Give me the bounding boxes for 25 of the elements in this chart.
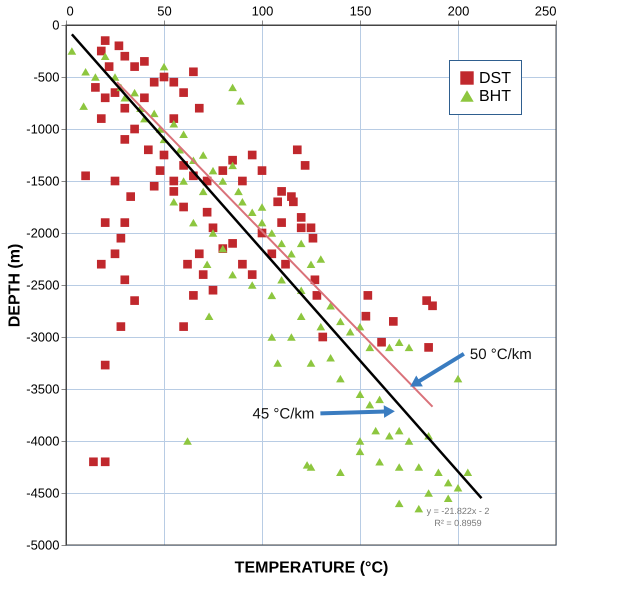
annotation: y = -21.822x - 2 bbox=[426, 506, 490, 516]
y-tick-label: -2000 bbox=[26, 226, 60, 240]
y-tick-label: -2500 bbox=[26, 278, 60, 292]
annotation: R² = 0.8959 bbox=[434, 518, 482, 528]
annotation: 45 °C/km bbox=[252, 405, 314, 422]
x-tick-label: 0 bbox=[66, 4, 74, 18]
y-tick-label: -500 bbox=[33, 70, 60, 84]
y-axis-title: DEPTH (m) bbox=[6, 244, 24, 328]
y-tick-label: -1500 bbox=[26, 174, 60, 188]
x-tick-label: 100 bbox=[252, 4, 274, 18]
legend-label: DST bbox=[479, 70, 512, 87]
x-tick-label: 150 bbox=[350, 4, 372, 18]
y-tick-label: -5000 bbox=[26, 538, 60, 552]
x-tick-label: 50 bbox=[157, 4, 172, 18]
x-axis-title: TEMPERATURE (°C) bbox=[234, 560, 388, 576]
y-tick-label: -4000 bbox=[26, 434, 60, 448]
y-tick-label: 0 bbox=[52, 18, 60, 32]
x-tick-label: 250 bbox=[534, 4, 556, 18]
legend-label: BHT bbox=[479, 88, 512, 105]
x-tick-label: 200 bbox=[448, 4, 470, 18]
y-tick-label: -3500 bbox=[26, 382, 60, 396]
annotation: 50 °C/km bbox=[470, 346, 532, 363]
y-tick-label: -3000 bbox=[26, 330, 60, 344]
y-tick-label: -4500 bbox=[26, 486, 60, 500]
y-tick-label: -1000 bbox=[26, 122, 60, 136]
